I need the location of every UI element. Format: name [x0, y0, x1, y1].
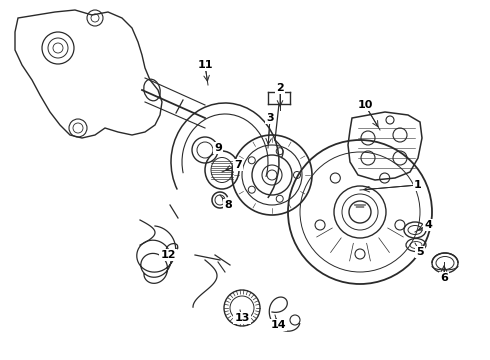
- Text: 14: 14: [270, 320, 286, 330]
- Text: 3: 3: [266, 113, 274, 123]
- Text: 5: 5: [416, 247, 424, 257]
- Text: 12: 12: [160, 250, 176, 260]
- Text: 9: 9: [214, 143, 222, 153]
- Text: 2: 2: [276, 83, 284, 93]
- Text: 8: 8: [224, 200, 232, 210]
- Text: 7: 7: [234, 160, 242, 170]
- Text: 4: 4: [424, 220, 432, 230]
- Text: 13: 13: [234, 313, 250, 323]
- Text: 6: 6: [440, 273, 448, 283]
- Text: 10: 10: [357, 100, 373, 110]
- Text: 11: 11: [197, 60, 213, 70]
- Text: 1: 1: [414, 180, 422, 190]
